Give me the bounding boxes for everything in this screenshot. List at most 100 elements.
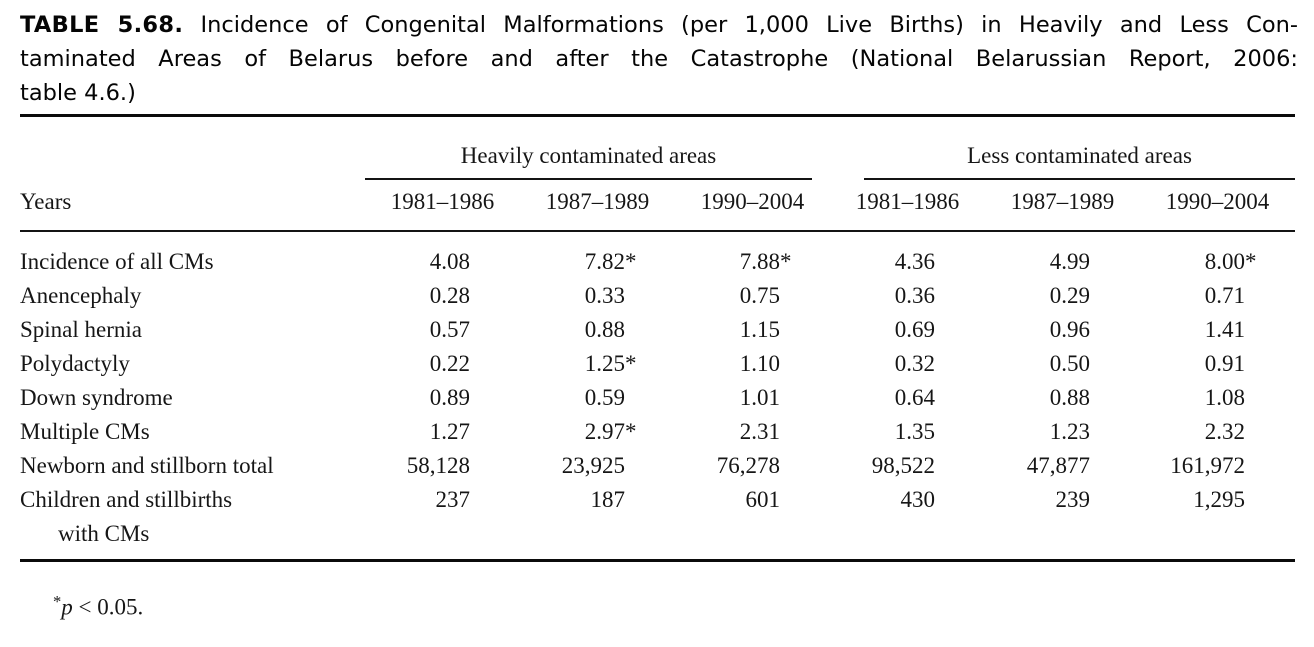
table-row: Anencephaly 0.28 0.33 0.75 0.36 0.29 0.7… <box>20 279 1295 313</box>
row-label: Multiple CMs <box>20 419 150 444</box>
caption-text-1: Incidence of Congenital Malformations (p… <box>200 12 1298 38</box>
value-cell: 1.41 <box>1204 317 1246 342</box>
value-cell: 0.57 <box>429 317 470 342</box>
group-header-less-cell: Less contaminated areas <box>830 116 1296 180</box>
value-cell: 1.15 <box>739 317 781 342</box>
table-number-label: TABLE 5.68. <box>20 12 184 38</box>
caption-line-2: taminated Areas of Belarus before and af… <box>20 46 1298 72</box>
value-cell: 0.29 <box>1049 283 1091 308</box>
value-cell: 430 <box>900 487 936 512</box>
row-label-cell: Anencephaly <box>20 279 365 313</box>
value-cell: 161,972 <box>1170 453 1246 478</box>
value-cell: 0.64 <box>894 385 936 410</box>
row-label-cell: Newborn and stillborn total <box>20 449 365 483</box>
value-cell: 0.28 <box>429 283 470 308</box>
value-cell: 7.82* <box>584 249 637 274</box>
data-table: Heavily contaminated areas Less contamin… <box>20 114 1296 562</box>
value-cell: 8.00* <box>1204 249 1257 274</box>
table-row: Spinal hernia 0.57 0.88 1.15 0.69 0.96 1… <box>20 313 1295 347</box>
value-cell: 1.27 <box>429 419 470 444</box>
row-label: Polydactyly <box>20 351 130 376</box>
footnote-text: < 0.05. <box>72 594 144 620</box>
row-label: Newborn and stillborn total <box>20 453 274 478</box>
value-cell: 76,278 <box>716 453 781 478</box>
row-label-cell: Incidence of all CMs <box>20 231 365 279</box>
row-label: Down syndrome <box>20 385 173 410</box>
value-cell: 0.88 <box>1049 385 1091 410</box>
value-cell: 0.91 <box>1204 351 1246 376</box>
row-label: Anencephaly <box>20 283 142 308</box>
year-column-header: 1987–1989 <box>520 180 675 232</box>
row-label-cell: Multiple CMs <box>20 415 365 449</box>
footnote-p-symbol: p <box>61 594 73 620</box>
caption-line-3: table 4.6.) <box>20 80 136 106</box>
caption-line-1: TABLE 5.68. Incidence of Congenital Malf… <box>20 8 1298 42</box>
year-column-header: 1981–1986 <box>830 180 986 232</box>
value-cell: 0.75 <box>739 283 781 308</box>
table-row: Incidence of all CMs 4.08 7.82* 7.88* 4.… <box>20 231 1295 279</box>
value-cell: 4.99 <box>1049 249 1091 274</box>
value-cell: 2.97* <box>584 419 637 444</box>
value-cell: 239 <box>1055 487 1091 512</box>
value-cell: 1.08 <box>1204 385 1246 410</box>
table-row: Newborn and stillborn total 58,128 23,92… <box>20 449 1295 483</box>
row-label: Incidence of all CMs <box>20 249 214 274</box>
value-cell: 4.08 <box>429 249 470 274</box>
value-cell: 2.32 <box>1204 419 1246 444</box>
row-label-cell: Children and stillbirths with CMs <box>20 483 365 561</box>
value-cell: 0.88 <box>584 317 625 342</box>
value-cell: 0.32 <box>894 351 936 376</box>
footnote: *p < 0.05. <box>53 592 1298 621</box>
row-label-cell: Spinal hernia <box>20 313 365 347</box>
value-cell: 601 <box>745 487 781 512</box>
table-body: Incidence of all CMs 4.08 7.82* 7.88* 4.… <box>20 231 1295 561</box>
value-cell: 0.89 <box>429 385 470 410</box>
year-column-header: 1990–2004 <box>1140 180 1296 232</box>
row-label-line2: with CMs <box>58 521 150 546</box>
value-cell: 47,877 <box>1026 453 1091 478</box>
row-label: Spinal hernia <box>20 317 142 342</box>
value-cell: 0.59 <box>584 385 625 410</box>
value-cell: 237 <box>435 487 471 512</box>
row-label-cell: Down syndrome <box>20 381 365 415</box>
year-column-header: 1981–1986 <box>365 180 520 232</box>
value-cell: 187 <box>590 487 626 512</box>
value-cell: 7.88* <box>739 249 792 274</box>
row-label: Children and stillbirths <box>20 487 233 512</box>
table-row: Down syndrome 0.89 0.59 1.01 0.64 0.88 1… <box>20 381 1295 415</box>
table-header: Heavily contaminated areas Less contamin… <box>20 116 1296 232</box>
value-cell: 1,295 <box>1193 487 1246 512</box>
value-cell: 0.33 <box>584 283 625 308</box>
group-header-row: Heavily contaminated areas Less contamin… <box>20 116 1296 181</box>
value-cell: 1.23 <box>1049 419 1091 444</box>
value-cell: 1.35 <box>894 419 936 444</box>
table-caption: TABLE 5.68. Incidence of Congenital Malf… <box>20 8 1298 110</box>
value-cell: 1.01 <box>739 385 781 410</box>
group-header-heavy: Heavily contaminated areas <box>365 143 813 180</box>
value-cell: 0.50 <box>1049 351 1091 376</box>
years-label: Years <box>20 180 365 232</box>
group-header-heavy-cell: Heavily contaminated areas <box>365 116 830 180</box>
value-cell: 23,925 <box>561 453 625 478</box>
footnote-star: * <box>53 592 62 611</box>
value-cell: 0.36 <box>894 283 936 308</box>
group-header-spacer <box>20 116 365 181</box>
group-header-less: Less contaminated areas <box>864 143 1296 180</box>
table-row: Multiple CMs 1.27 2.97* 2.31 1.35 1.23 2… <box>20 415 1295 449</box>
value-cell: 0.71 <box>1204 283 1246 308</box>
year-column-header: 1987–1989 <box>985 180 1141 232</box>
value-cell: 1.10 <box>739 351 781 376</box>
year-column-header: 1990–2004 <box>675 180 831 232</box>
value-cell: 58,128 <box>406 453 470 478</box>
value-cell: 4.36 <box>894 249 936 274</box>
table-row: Polydactyly 0.22 1.25* 1.10 0.32 0.50 0.… <box>20 347 1295 381</box>
value-cell: 0.96 <box>1049 317 1091 342</box>
value-cell: 0.22 <box>429 351 470 376</box>
row-label-cell: Polydactyly <box>20 347 365 381</box>
value-cell: 1.25* <box>584 351 637 376</box>
value-cell: 0.69 <box>894 317 936 342</box>
column-header-row: Years 1981–1986 1987–1989 1990–2004 1981… <box>20 180 1296 232</box>
value-cell: 98,522 <box>871 453 936 478</box>
value-cell: 2.31 <box>739 419 781 444</box>
